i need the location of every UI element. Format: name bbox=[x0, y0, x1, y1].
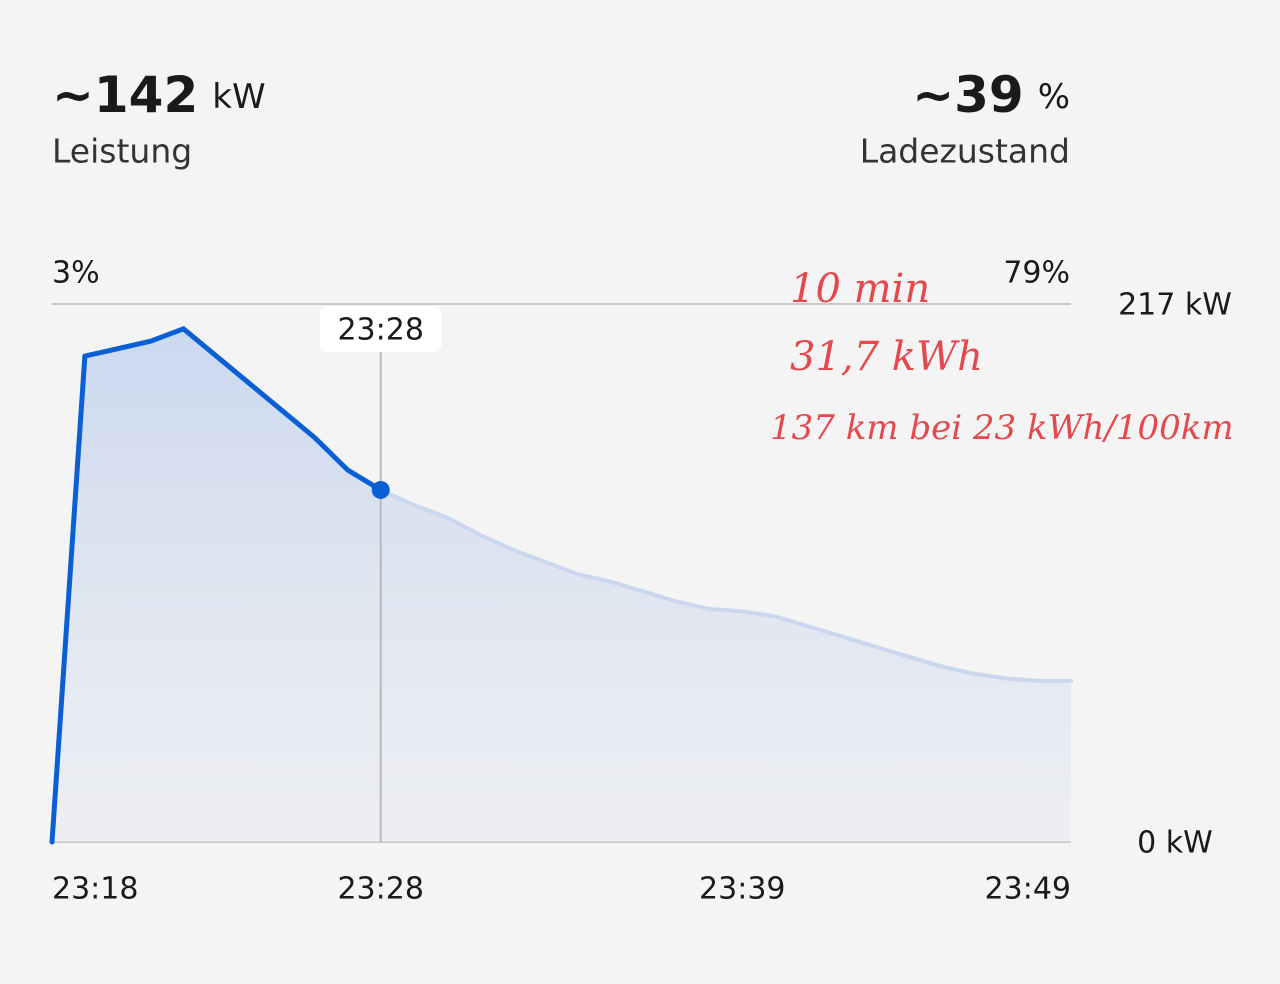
soc-end: 79% bbox=[1003, 256, 1070, 291]
line-rest bbox=[378, 487, 1073, 683]
soc-value: ~39% bbox=[912, 66, 1070, 124]
soc-start: 3% bbox=[52, 256, 100, 291]
x-tick-label: 23:39 bbox=[699, 872, 785, 907]
area bbox=[52, 328, 1071, 843]
power-unit: kW bbox=[212, 77, 265, 117]
cursor-label: 23:28 bbox=[337, 313, 423, 348]
soc-number: ~39 bbox=[912, 66, 1023, 124]
x-tick-label: 23:18 bbox=[52, 872, 138, 907]
annotation: 31,7 kWh bbox=[790, 334, 983, 380]
power-label: Leistung bbox=[52, 132, 192, 171]
annotation: 137 km bei 23 kWh/100km bbox=[770, 408, 1234, 448]
y-tick-label: 217 kW bbox=[1118, 288, 1232, 323]
cursor-tooltip bbox=[319, 306, 442, 352]
cursor-dot bbox=[371, 480, 390, 499]
annotation: 10 min bbox=[790, 266, 930, 312]
power-value: ~142 kW bbox=[52, 66, 266, 124]
line-past bbox=[49, 326, 384, 845]
x-tick-label: 23:28 bbox=[337, 872, 423, 907]
power-number: ~142 bbox=[52, 66, 198, 124]
soc-unit: % bbox=[1038, 77, 1070, 117]
x-tick-label: 23:49 bbox=[985, 872, 1071, 907]
soc-label: Ladezustand bbox=[860, 132, 1070, 171]
y-tick-label: 0 kW bbox=[1137, 826, 1213, 861]
